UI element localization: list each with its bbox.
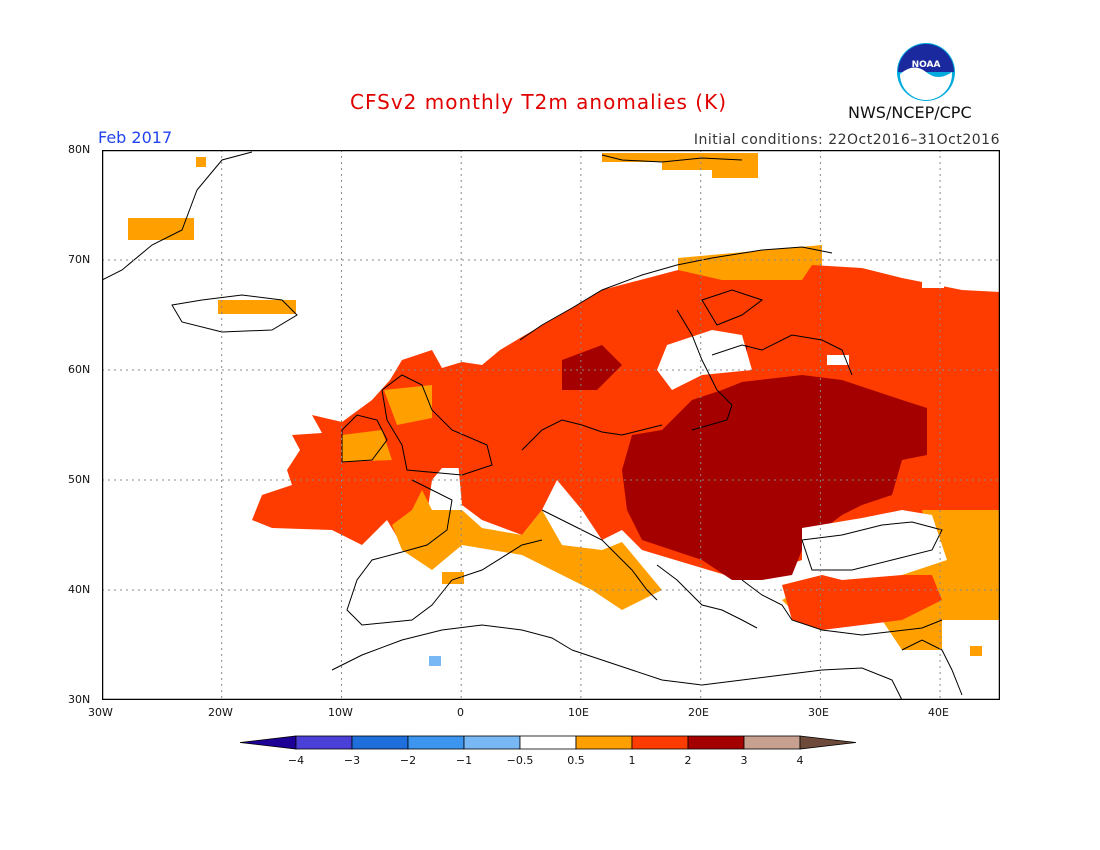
colorbar-low-extend (240, 735, 297, 750)
colorbar-segment (519, 735, 577, 750)
chart-title: CFSv2 monthly T2m anomalies (K) (350, 90, 727, 114)
colorbar-label: 3 (741, 754, 748, 767)
colorbar-label: 2 (685, 754, 692, 767)
anomaly-cell (429, 656, 441, 666)
lon-tick-label: 0 (457, 706, 464, 719)
lon-tick-label: 20W (208, 706, 233, 719)
colorbar-high-extend (799, 735, 857, 750)
anomaly-patch (392, 490, 662, 610)
anomaly-patch (782, 575, 942, 630)
anomaly-patch (562, 345, 622, 390)
neutral-patch (657, 330, 752, 390)
anomaly-patch (622, 375, 927, 580)
forecast-month-label: Feb 2017 (98, 128, 173, 147)
lon-tick-label: 30E (808, 706, 829, 719)
lon-tick-label: 30W (88, 706, 113, 719)
colorbar-segment (743, 735, 801, 750)
colorbar-label: −4 (288, 754, 304, 767)
lat-tick-label: 60N (68, 363, 91, 376)
lat-tick-label: 30N (68, 693, 91, 706)
lat-tick-label: 80N (68, 143, 91, 156)
lat-tick-label: 50N (68, 473, 91, 486)
lat-tick-label: 70N (68, 253, 91, 266)
anomaly-cell (970, 646, 982, 656)
colorbar-label: 0.5 (567, 754, 585, 767)
map-frame (102, 150, 1000, 700)
colorbar-label: −3 (344, 754, 360, 767)
anomaly-cell (218, 300, 296, 314)
anomaly-cell (196, 157, 206, 167)
colorbar-segment (351, 735, 409, 750)
colorbar-segment (407, 735, 465, 750)
colorbar-label: 4 (797, 754, 804, 767)
colorbar: −4 −3 −2 −1 −0.5 0.5 1 2 3 4 (240, 735, 857, 767)
colorbar-segment (631, 735, 689, 750)
lon-tick-label: 10W (328, 706, 353, 719)
organization-label: NWS/NCEP/CPC (848, 103, 972, 122)
anomaly-fields (128, 153, 1000, 666)
neutral-cell (827, 355, 849, 365)
colorbar-segment (463, 735, 521, 750)
lat-tick-label: 40N (68, 583, 91, 596)
coastlines (102, 151, 963, 700)
noaa-logo-text: NOAA (912, 60, 941, 70)
graticule (102, 150, 1000, 700)
colorbar-segment (575, 735, 633, 750)
neutral-cell (922, 278, 944, 288)
colorbar-segment (687, 735, 745, 750)
anomaly-patch (384, 385, 432, 425)
colorbar-segment (295, 735, 353, 750)
colorbar-label: −2 (400, 754, 416, 767)
colorbar-label: −1 (456, 754, 472, 767)
lon-tick-label: 10E (568, 706, 589, 719)
anomaly-cell (442, 572, 464, 584)
lon-tick-label: 20E (688, 706, 709, 719)
initial-conditions-label: Initial conditions: 22Oct2016–31Oct2016 (693, 132, 1000, 148)
neutral-patch (802, 510, 947, 580)
anomaly-cell (128, 218, 194, 240)
europe-anomaly-map (102, 150, 1000, 700)
colorbar-label: −0.5 (507, 754, 534, 767)
anomaly-patch (342, 430, 392, 462)
colorbar-label: 1 (629, 754, 636, 767)
noaa-logo: NOAA (897, 43, 955, 101)
lon-tick-label: 40E (928, 706, 949, 719)
